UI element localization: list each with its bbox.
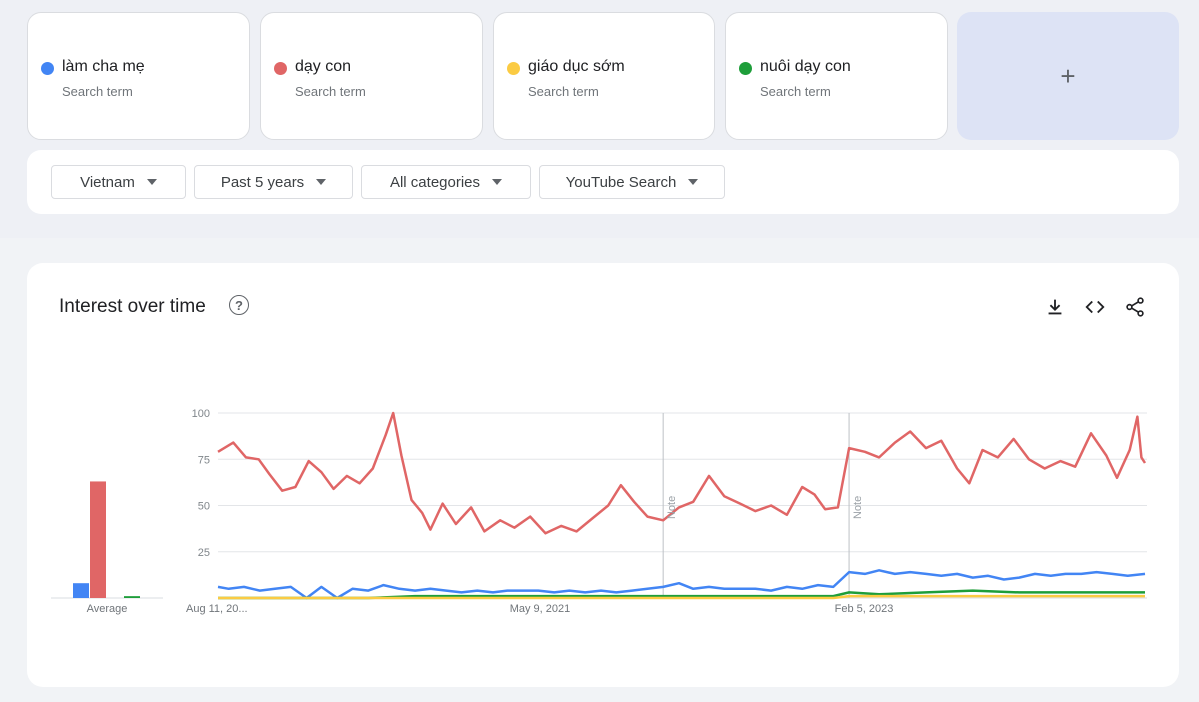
term-card-day-con[interactable]: dạy con Search term — [260, 12, 483, 140]
term-name: giáo dục sớm — [528, 58, 625, 75]
term-name: dạy con — [295, 58, 352, 75]
search-property-dropdown[interactable]: YouTube Search — [539, 165, 725, 199]
dropdown-arrow-icon — [492, 179, 503, 185]
dropdown-arrow-icon — [688, 179, 699, 185]
interest-chart: 25 50 75 100 Note Note Aug 11, 20... May 9, 202… — [51, 408, 1147, 615]
term-type-label: Search term — [760, 84, 831, 99]
series-line — [217, 569, 1146, 600]
download-icon[interactable] — [1044, 296, 1066, 318]
term-type-label: Search term — [295, 84, 366, 99]
y-tick-label: 50 — [198, 501, 210, 513]
help-icon[interactable]: ? — [229, 295, 249, 315]
add-term-button[interactable]: + — [957, 12, 1179, 140]
term-name: làm cha mẹ — [62, 58, 145, 75]
term-name: nuôi dạy con — [760, 58, 851, 75]
term-card-giao-duc-som[interactable]: giáo dục sớm Search term — [493, 12, 715, 140]
term-type-label: Search term — [528, 84, 599, 99]
term-card-lam-cha-me[interactable]: làm cha mẹ Search term — [27, 12, 250, 140]
average-bar — [73, 583, 89, 598]
plus-icon: + — [1060, 60, 1076, 91]
time-range-value: Past 5 years — [220, 173, 305, 191]
series-line — [217, 411, 1147, 535]
series-line — [218, 589, 1145, 600]
series-color-dot — [507, 62, 520, 75]
interest-over-time-card: Interest over time ? 25 50 75 100 Note Note Au… — [27, 263, 1179, 687]
average-label: Average — [87, 603, 128, 615]
dropdown-arrow-icon — [316, 179, 327, 185]
term-type-label: Search term — [62, 84, 133, 99]
series-color-dot — [41, 62, 54, 75]
section-title: Interest over time — [59, 296, 206, 317]
series-line — [218, 594, 1145, 600]
series-color-dot — [274, 62, 287, 75]
region-value: Vietnam — [80, 173, 135, 191]
share-icon[interactable] — [1124, 296, 1146, 318]
dropdown-arrow-icon — [146, 179, 157, 185]
average-bar — [90, 481, 106, 598]
y-tick-label: 25 — [198, 547, 210, 559]
term-card-nuoi-day-con[interactable]: nuôi dạy con Search term — [725, 12, 948, 140]
search-property-value: YouTube Search — [565, 173, 677, 191]
embed-code-icon[interactable] — [1084, 296, 1106, 318]
filter-bar: Vietnam Past 5 years All categories YouT… — [27, 150, 1179, 214]
x-tick-label: Feb 5, 2023 — [835, 603, 894, 615]
category-dropdown[interactable]: All categories — [361, 165, 531, 199]
series-color-dot — [739, 62, 752, 75]
note-label: Note — [852, 496, 864, 519]
x-tick-label: Aug 11, 20... — [186, 603, 248, 615]
region-dropdown[interactable]: Vietnam — [51, 165, 186, 199]
note-label: Note — [666, 496, 678, 519]
average-bar — [124, 596, 140, 598]
y-tick-label: 100 — [192, 408, 210, 420]
x-tick-label: May 9, 2021 — [510, 603, 571, 615]
category-value: All categories — [389, 173, 481, 191]
y-tick-label: 75 — [198, 454, 210, 466]
time-range-dropdown[interactable]: Past 5 years — [194, 165, 353, 199]
